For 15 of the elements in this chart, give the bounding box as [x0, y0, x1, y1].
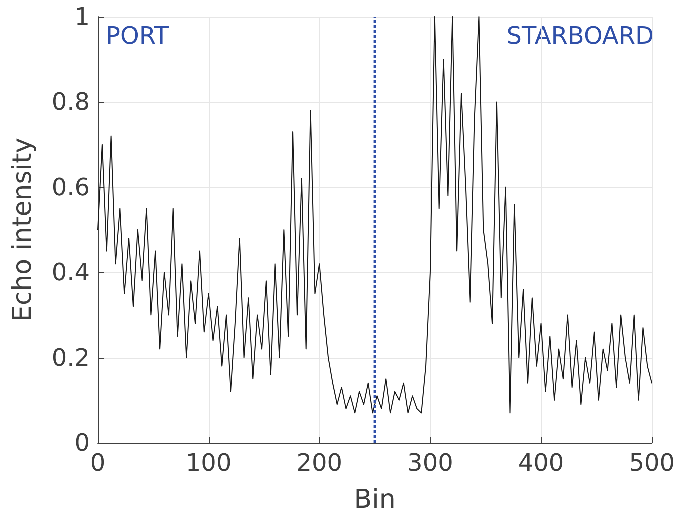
y-tick-label: 0.6	[52, 173, 90, 202]
annotation: PORT	[106, 22, 170, 50]
y-tick-label: 0.2	[52, 344, 90, 372]
y-tick-label: 1	[74, 3, 90, 31]
x-tick-label: 200	[296, 449, 343, 477]
annotation: STARBOARD	[506, 22, 654, 50]
x-axis-title: Bin	[354, 485, 396, 515]
y-tick-label: 0	[74, 429, 90, 457]
y-tick-label: 0.4	[52, 258, 90, 287]
x-tick-label: 500	[629, 449, 675, 477]
y-tick-label: 0.8	[52, 88, 90, 116]
x-tick-label: 100	[186, 449, 232, 477]
x-tick-label: 300	[408, 449, 454, 477]
y-axis-title: Echo intensity	[8, 138, 38, 322]
x-tick-label: 400	[518, 449, 564, 477]
